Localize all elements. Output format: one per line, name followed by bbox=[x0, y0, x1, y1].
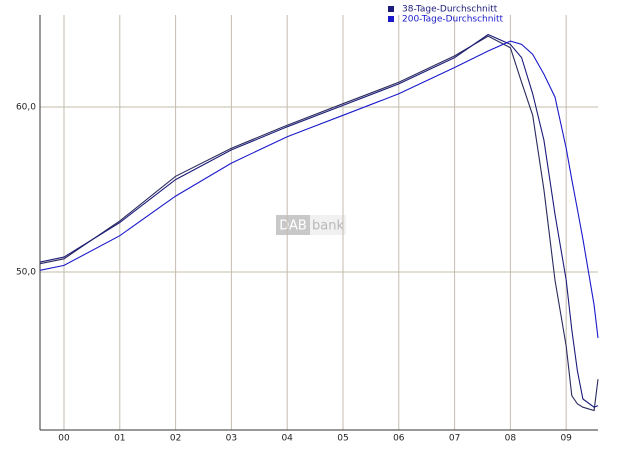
x-tick-label: 05 bbox=[337, 434, 348, 444]
series-line bbox=[39, 40, 599, 339]
watermark-left-box bbox=[276, 215, 310, 235]
x-tick-label: 01 bbox=[114, 434, 125, 444]
x-tick-label: 08 bbox=[505, 434, 517, 444]
x-tick-label: 06 bbox=[393, 434, 405, 444]
legend-swatch bbox=[388, 16, 394, 22]
series-line bbox=[39, 33, 599, 408]
x-tick-label: 03 bbox=[226, 434, 237, 444]
y-tick-label: 50,0 bbox=[16, 267, 36, 277]
watermark-left: DAB bbox=[279, 219, 307, 234]
legend-swatch bbox=[388, 6, 394, 12]
watermark-right: bank bbox=[312, 219, 344, 234]
series-line bbox=[39, 35, 599, 412]
legend-label: 200-Tage-Durchschnitt bbox=[402, 15, 503, 25]
legend-label: 38-Tage-Durchschnitt bbox=[402, 5, 498, 15]
x-tick-label: 07 bbox=[449, 434, 460, 444]
x-tick-label: 00 bbox=[58, 434, 70, 444]
x-tick-label: 04 bbox=[281, 434, 293, 444]
y-tick-label: 60,0 bbox=[16, 103, 36, 113]
x-tick-label: 02 bbox=[170, 434, 181, 444]
x-tick-label: 09 bbox=[560, 434, 572, 444]
